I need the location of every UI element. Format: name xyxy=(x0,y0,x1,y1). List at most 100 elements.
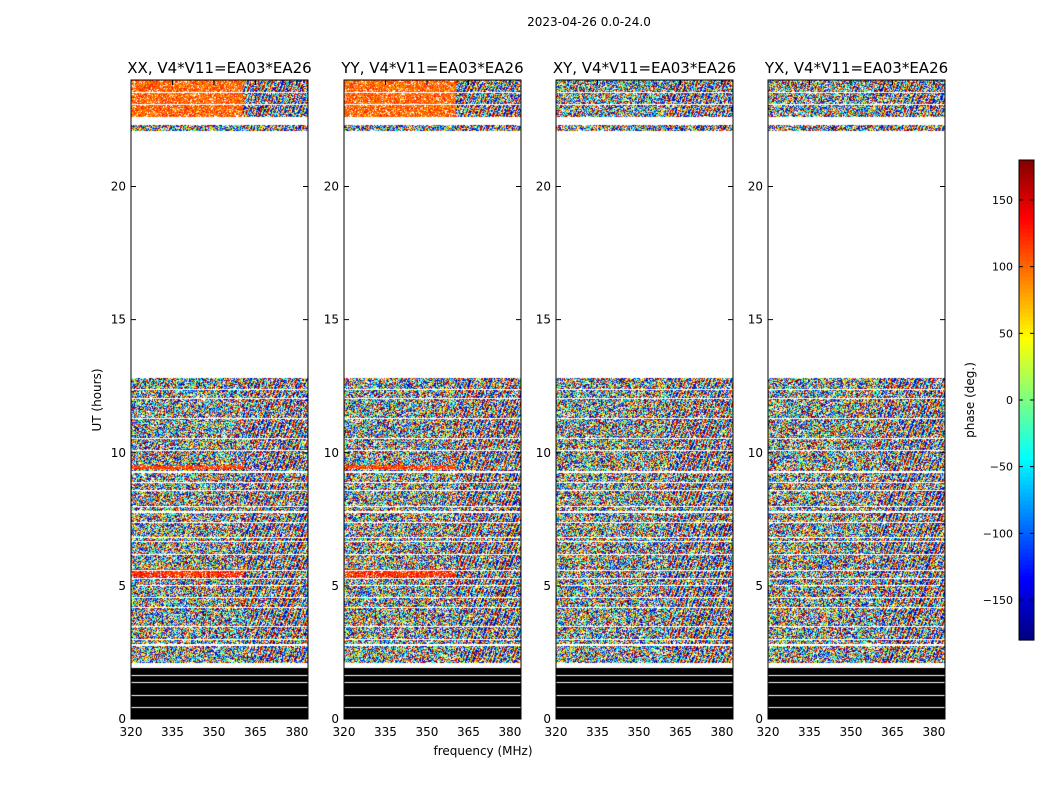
colorbar-segment xyxy=(1019,456,1034,461)
colorbar-segment xyxy=(1019,624,1034,629)
x-tick-label: 380 xyxy=(285,725,308,739)
colorbar-segment xyxy=(1019,584,1034,589)
panel-title: XX, V4*V11=EA03*EA26 xyxy=(127,59,311,77)
x-tick-label: 335 xyxy=(161,725,184,739)
colorbar-segment xyxy=(1019,248,1034,253)
colorbar-segment xyxy=(1019,252,1034,257)
colorbar-segment xyxy=(1019,200,1034,205)
colorbar-segment xyxy=(1019,336,1034,341)
colorbar-segment xyxy=(1019,324,1034,329)
colorbar-segment xyxy=(1019,356,1034,361)
x-tick-label: 335 xyxy=(798,725,821,739)
colorbar-segment xyxy=(1019,500,1034,505)
colorbar-segment xyxy=(1019,240,1034,245)
y-tick-label: 0 xyxy=(755,712,763,726)
colorbar-segment xyxy=(1019,512,1034,517)
colorbar-segment xyxy=(1019,416,1034,421)
colorbar-segment xyxy=(1019,204,1034,209)
colorbar-segment xyxy=(1019,328,1034,333)
y-tick-label: 15 xyxy=(324,313,339,327)
panel-xy: XY, V4*V11=EA03*EA26 0 5 10 15 20 320 335 350 365… xyxy=(536,59,736,739)
colorbar-segment xyxy=(1019,268,1034,273)
colorbar-segment xyxy=(1019,376,1034,381)
colorbar-segment xyxy=(1019,352,1034,357)
colorbar-segment xyxy=(1019,552,1034,557)
colorbar-segment xyxy=(1019,536,1034,541)
colorbar-segment xyxy=(1019,544,1034,549)
colorbar-segment xyxy=(1019,604,1034,609)
colorbar-tick-label: −150 xyxy=(983,594,1013,607)
colorbar-segment xyxy=(1019,620,1034,625)
colorbar-segment xyxy=(1019,228,1034,233)
y-tick-label: 20 xyxy=(536,180,551,194)
colorbar-segment xyxy=(1019,320,1034,325)
colorbar-segment xyxy=(1019,276,1034,281)
panel-yx: YX, V4*V11=EA03*EA26 0 5 10 15 20 320 335 350 365… xyxy=(748,59,948,739)
y-tick-label: 0 xyxy=(118,712,126,726)
colorbar-segment xyxy=(1019,596,1034,601)
colorbar-segment xyxy=(1019,496,1034,501)
panel-title: XY, V4*V11=EA03*EA26 xyxy=(553,59,736,77)
x-tick-label: 365 xyxy=(244,725,267,739)
y-tick-label: 10 xyxy=(536,446,551,460)
colorbar-segment xyxy=(1019,220,1034,225)
x-tick-label: 380 xyxy=(710,725,733,739)
colorbar-segment xyxy=(1019,236,1034,241)
colorbar-segment xyxy=(1019,300,1034,305)
y-tick-label: 5 xyxy=(755,579,763,593)
panels-group: XX, V4*V11=EA03*EA26 0 5 10 15 20 320 335 350 365… xyxy=(111,59,948,739)
x-tick-label: 365 xyxy=(457,725,480,739)
colorbar-segment xyxy=(1019,184,1034,189)
x-tick-label: 335 xyxy=(586,725,609,739)
colorbar-segment xyxy=(1019,480,1034,485)
colorbar-segment xyxy=(1019,580,1034,585)
colorbar-segment xyxy=(1019,576,1034,581)
phase-heatmap-image xyxy=(556,80,733,719)
colorbar-segment xyxy=(1019,344,1034,349)
colorbar-segment xyxy=(1019,164,1034,169)
colorbar-segment xyxy=(1019,632,1034,637)
colorbar-segment xyxy=(1019,556,1034,561)
colorbar-segment xyxy=(1019,472,1034,477)
colorbar-segment xyxy=(1019,508,1034,513)
colorbar-segment xyxy=(1019,400,1034,405)
colorbar-segment xyxy=(1019,428,1034,433)
colorbar-segment xyxy=(1019,260,1034,265)
colorbar-segment xyxy=(1019,528,1034,533)
colorbar-segment xyxy=(1019,608,1034,613)
panel-yy: YY, V4*V11=EA03*EA26 0 5 10 15 20 320 335 350 365… xyxy=(324,59,524,739)
colorbar-segment xyxy=(1019,316,1034,321)
y-tick-label: 5 xyxy=(118,579,126,593)
colorbar-segment xyxy=(1019,532,1034,537)
x-tick-label: 350 xyxy=(628,725,651,739)
figure-suptitle: 2023-04-26 0.0-24.0 xyxy=(527,15,651,29)
colorbar-segment xyxy=(1019,524,1034,529)
colorbar-segment xyxy=(1019,388,1034,393)
colorbar-segment xyxy=(1019,392,1034,397)
colorbar-segment xyxy=(1019,364,1034,369)
colorbar-segment xyxy=(1019,616,1034,621)
panel-title: YY, V4*V11=EA03*EA26 xyxy=(340,59,523,77)
y-tick-label: 5 xyxy=(543,579,551,593)
panel-title: YX, V4*V11=EA03*EA26 xyxy=(764,59,948,77)
x-tick-label: 350 xyxy=(840,725,863,739)
colorbar-segment xyxy=(1019,424,1034,429)
colorbar-segment xyxy=(1019,516,1034,521)
colorbar-segment xyxy=(1019,208,1034,213)
x-tick-label: 320 xyxy=(545,725,568,739)
panel-frame xyxy=(343,79,522,720)
colorbar-segment xyxy=(1019,468,1034,473)
colorbar-segment xyxy=(1019,272,1034,277)
colorbar-segment xyxy=(1019,340,1034,345)
y-tick-label: 0 xyxy=(331,712,339,726)
x-tick-label: 380 xyxy=(922,725,945,739)
y-tick-label: 20 xyxy=(748,180,763,194)
colorbar-segment xyxy=(1019,396,1034,401)
colorbar-tick-label: 50 xyxy=(999,327,1013,340)
colorbar-segment xyxy=(1019,192,1034,197)
colorbar-segment xyxy=(1019,440,1034,445)
colorbar-segment xyxy=(1019,572,1034,577)
colorbar-segment xyxy=(1019,568,1034,573)
colorbar-segment xyxy=(1019,296,1034,301)
